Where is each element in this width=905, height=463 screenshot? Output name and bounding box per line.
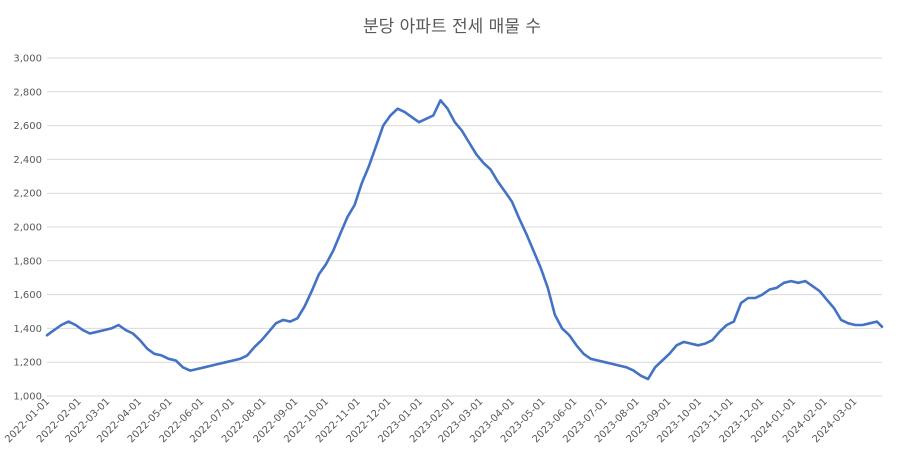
x-axis-ticks: 2022-01-012022-02-012022-03-012022-04-01… [3, 396, 859, 445]
y-tick-label: 2,400 [13, 155, 42, 166]
y-tick-label: 1,200 [13, 358, 42, 369]
y-tick-label: 2,600 [13, 121, 42, 132]
y-tick-label: 1,400 [13, 324, 42, 335]
y-tick-label: 1,000 [13, 392, 42, 403]
y-tick-label: 3,000 [13, 54, 42, 65]
series-line-0 [45, 99, 884, 381]
series-layer [45, 99, 884, 381]
y-tick-label: 1,600 [13, 290, 42, 301]
gridlines [47, 57, 882, 397]
y-tick-label: 1,800 [13, 256, 42, 267]
y-tick-label: 2,800 [13, 87, 42, 98]
y-tick-label: 2,000 [13, 223, 42, 234]
y-tick-label: 2,200 [13, 189, 42, 200]
chart-title: 분당 아파트 전세 매물 수 [363, 17, 541, 37]
y-axis-ticks: 1,000 1,200 1,400 1,600 1,800 2,000 2,200 2,400… [13, 54, 42, 403]
